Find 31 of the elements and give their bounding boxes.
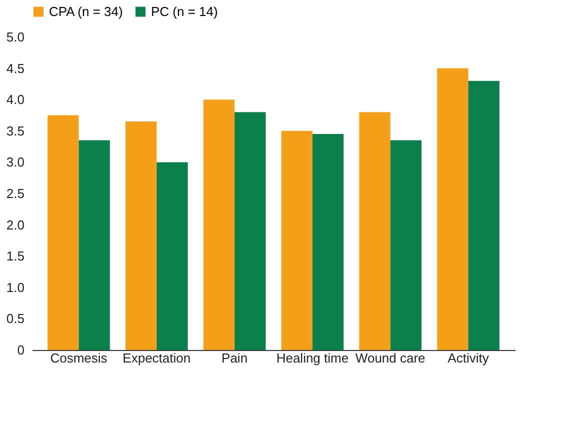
- bar: [48, 115, 79, 350]
- bar: [468, 80, 500, 350]
- bar: [390, 140, 422, 350]
- y-tick-label: 2.5: [6, 186, 24, 201]
- bar: [437, 68, 468, 350]
- bar: [359, 112, 390, 350]
- x-tick-label: Wound care: [355, 350, 426, 366]
- x-tick-label: Pain: [222, 350, 248, 366]
- x-tick-label: Expectation: [122, 350, 191, 366]
- legend-label: PC (n = 14): [151, 4, 218, 19]
- y-tick-label: 5.0: [6, 30, 24, 44]
- y-tick-label: 0.5: [6, 311, 24, 326]
- bar: [156, 162, 188, 350]
- y-tick-label: 3.0: [6, 154, 24, 170]
- y-tick-label: 4.0: [6, 92, 24, 108]
- bar: [312, 134, 344, 350]
- bar: [125, 122, 157, 350]
- bar: [281, 130, 312, 350]
- x-tick-label: Healing time: [276, 350, 349, 366]
- legend-label: CPA (n = 34): [49, 4, 123, 19]
- bar: [234, 112, 266, 350]
- bar: [78, 140, 110, 350]
- x-tick-label: Activity: [448, 350, 490, 366]
- y-tick-label: 0: [17, 342, 24, 358]
- y-tick-label: 1.0: [6, 280, 24, 295]
- y-tick-label: 1.5: [6, 248, 24, 264]
- bar: [203, 100, 235, 350]
- x-tick-label: Cosmesis: [50, 350, 108, 366]
- y-tick-label: 3.5: [6, 123, 24, 138]
- y-tick-label: 4.5: [6, 60, 24, 76]
- y-tick-label: 2.0: [6, 217, 24, 232]
